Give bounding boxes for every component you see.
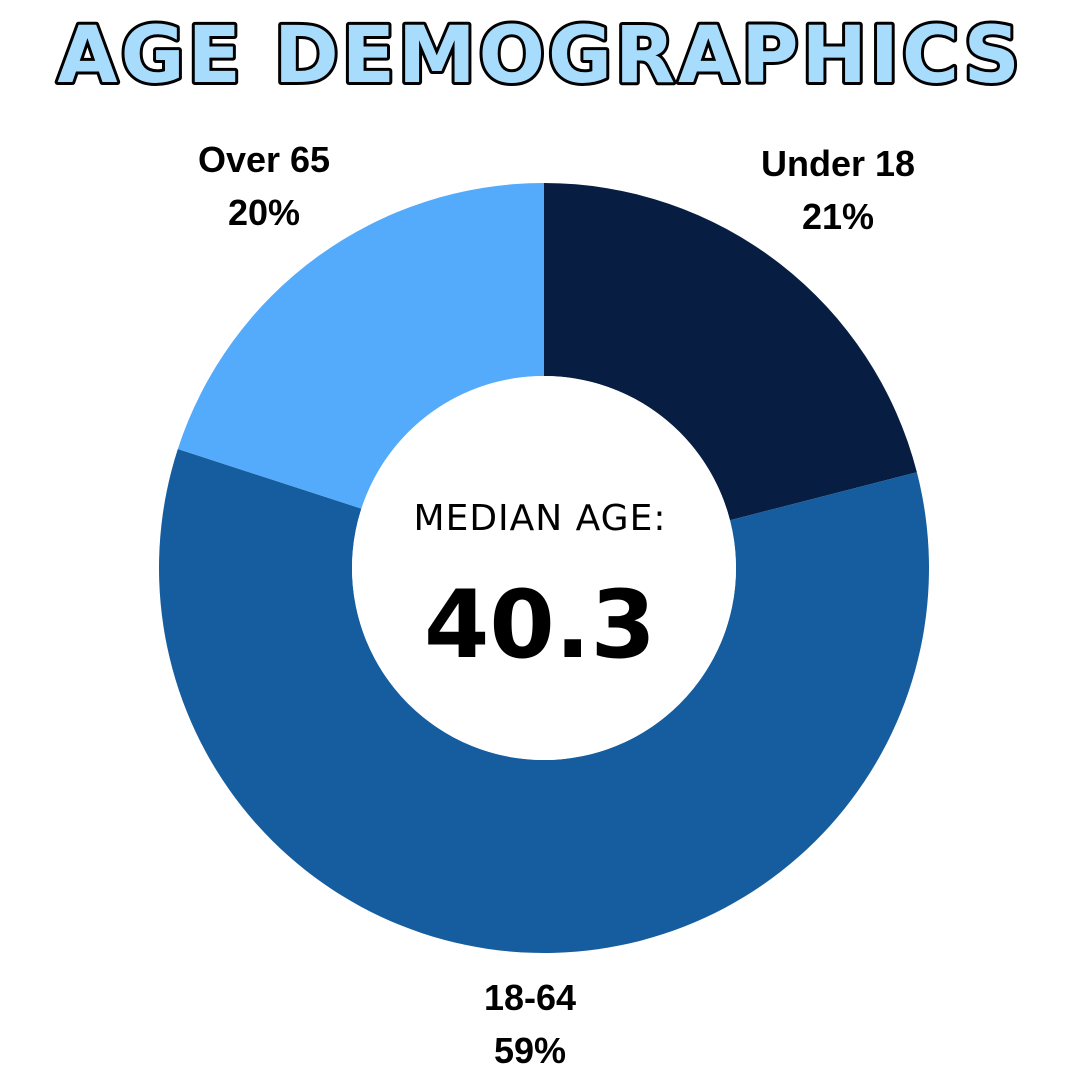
slice-over-65: [177, 183, 544, 509]
slice-label-18-64: 18-64: [484, 977, 576, 1018]
slice-under-18: [544, 183, 917, 521]
median-age-caption: MEDIAN AGE:: [414, 498, 667, 539]
donut-slices: [158, 183, 929, 953]
slice-label-over-65: Over 65: [198, 139, 330, 180]
slice-labels: Under 18 21% 18-64 59% Over 65 20%: [198, 139, 915, 1071]
median-age-value: 40.3: [424, 571, 656, 680]
slice-value-over-65: 20%: [228, 192, 300, 233]
slice-value-18-64: 59%: [494, 1030, 566, 1071]
donut-hole: [352, 376, 736, 760]
chart-title: AGE DEMOGRAPHICS: [57, 11, 1023, 101]
slice-18-64: [158, 449, 929, 953]
slice-value-under-18: 21%: [802, 196, 874, 237]
slice-label-under-18: Under 18: [761, 143, 915, 184]
